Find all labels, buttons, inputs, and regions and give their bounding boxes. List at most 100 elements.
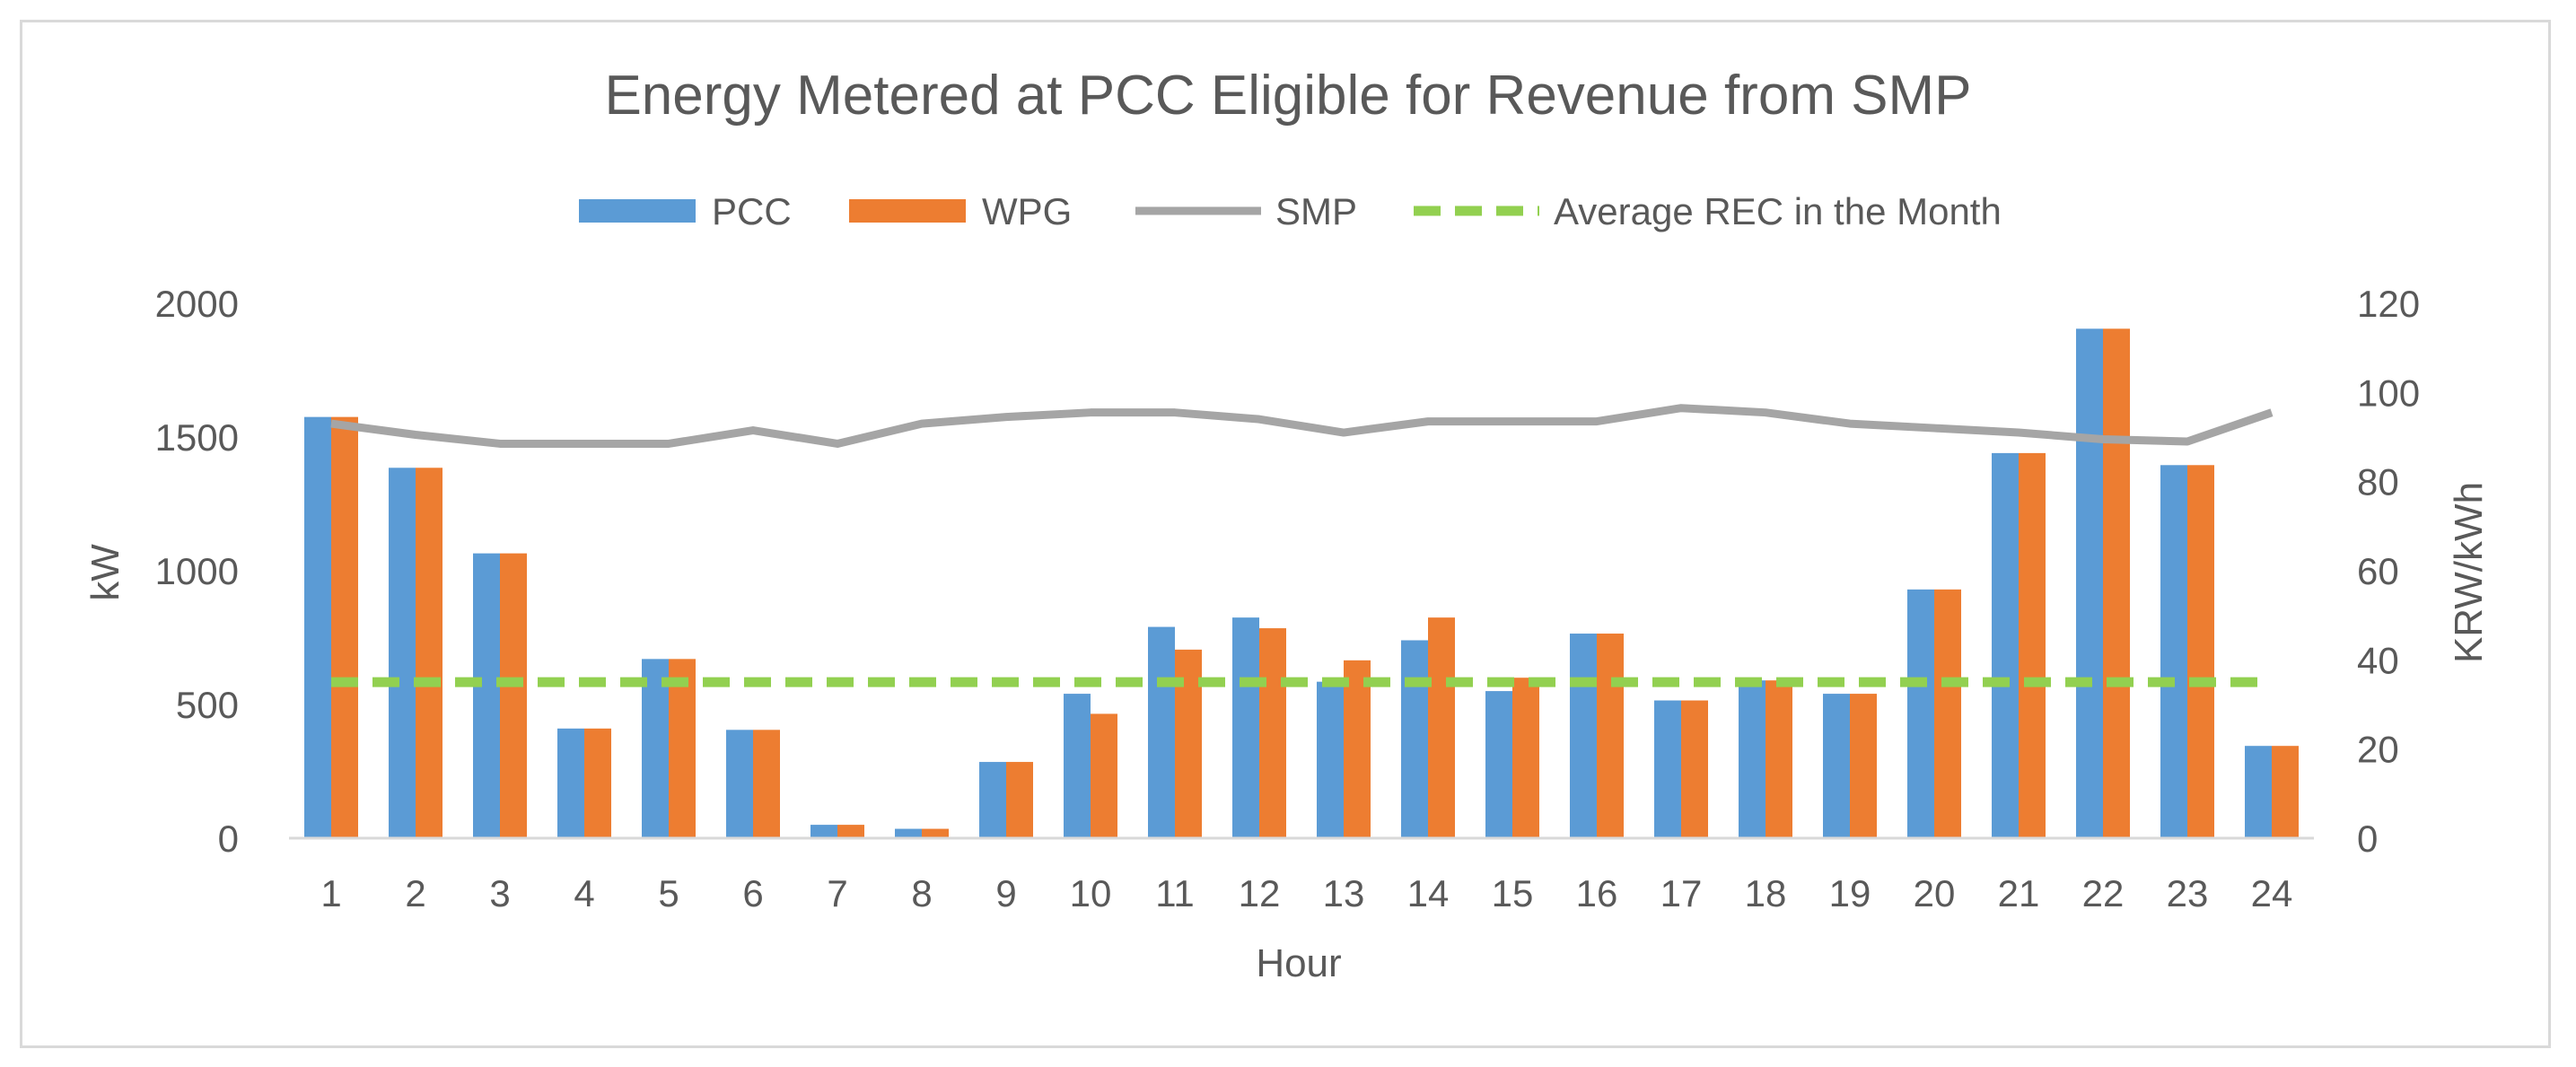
bar-pcc [1907, 589, 1934, 838]
legend-label-wpg: WPG [982, 190, 1072, 232]
x-tick-label: 8 [911, 872, 932, 914]
bar-wpg [416, 468, 442, 838]
bar-pcc [2160, 465, 2187, 838]
bar-wpg [1850, 694, 1877, 838]
line-smp [330, 404, 2274, 448]
bar-wpg [1766, 680, 1792, 838]
bar-pcc [2076, 328, 2103, 838]
x-tick-label: 24 [2251, 872, 2293, 914]
bar-pcc [726, 730, 753, 838]
y-tick-label-right: 80 [2357, 461, 2399, 503]
bar-wpg [1512, 678, 1539, 838]
bar-wpg [1934, 589, 1961, 838]
bar-wpg [1681, 700, 1708, 838]
legend-label-pcc: PCC [712, 190, 792, 232]
legend-label-smp: SMP [1275, 190, 1357, 232]
x-tick-label: 2 [405, 872, 425, 914]
bar-pcc [979, 762, 1006, 838]
x-tick-label: 17 [1660, 872, 1703, 914]
bar-wpg [584, 728, 611, 838]
bar-wpg [1597, 634, 1624, 838]
x-tick-label: 15 [1492, 872, 1534, 914]
y-tick-label-left: 500 [176, 684, 239, 726]
bar-pcc [1232, 617, 1259, 838]
bar-pcc [1485, 691, 1512, 838]
bar-pcc [810, 825, 837, 838]
bar-pcc [2245, 746, 2272, 838]
bar-wpg [1259, 628, 1286, 838]
bar-wpg [331, 416, 358, 838]
y-tick-label-right: 0 [2357, 818, 2378, 860]
bar-pcc [1823, 694, 1850, 838]
legend-swatch-pcc [579, 199, 696, 223]
y-tick-label-left: 1000 [155, 550, 239, 592]
bar-pcc [1317, 681, 1344, 838]
bar-wpg [2272, 746, 2299, 838]
bars [304, 328, 2299, 838]
y-tick-label-right: 100 [2357, 372, 2420, 414]
y-tick-label-right: 120 [2357, 283, 2420, 325]
y-axis-title-right: KRW/kWh [2447, 482, 2491, 663]
x-axis-title: Hour [1256, 941, 1341, 985]
bar-wpg [1344, 660, 1371, 838]
y-tick-label-left: 0 [218, 818, 239, 860]
x-tick-label: 1 [320, 872, 341, 914]
x-tick-label: 3 [489, 872, 510, 914]
y-axis-left: 0 500 1000 1500 2000 [155, 283, 239, 860]
bar-wpg [2103, 328, 2130, 838]
x-tick-label: 6 [742, 872, 763, 914]
bar-wpg [1006, 762, 1033, 838]
bar-pcc [1739, 680, 1766, 838]
y-tick-label-right: 20 [2357, 729, 2399, 771]
bar-wpg [922, 828, 949, 838]
y-tick-label-left: 2000 [155, 283, 239, 325]
bar-pcc [304, 416, 331, 838]
y-tick-label-right: 40 [2357, 639, 2399, 681]
bar-pcc [557, 728, 584, 838]
x-tick-label: 7 [827, 872, 847, 914]
x-tick-label: 16 [1576, 872, 1618, 914]
x-tick-label: 4 [574, 872, 594, 914]
chart-title: Energy Metered at PCC Eligible for Reven… [604, 65, 1971, 127]
y-tick-label-right: 60 [2357, 550, 2399, 592]
x-axis: 1 2 3 4 5 6 7 8 9 10 11 12 13 14 15 16 17 18 19 20 21 22 23 24 [289, 836, 2314, 914]
bar-pcc [1570, 634, 1597, 838]
bar-pcc [389, 468, 416, 838]
x-tick-label: 13 [1323, 872, 1365, 914]
x-tick-label: 22 [2082, 872, 2125, 914]
y-axis-right: 0 20 40 60 80 100 120 [2357, 283, 2420, 860]
bar-wpg [2187, 465, 2214, 838]
bar-wpg [1091, 713, 1117, 838]
bar-wpg [1428, 617, 1455, 838]
legend-swatch-wpg [849, 199, 966, 223]
bar-pcc [895, 828, 922, 838]
x-tick-label: 18 [1745, 872, 1787, 914]
legend-label-average-rec: Average REC in the Month [1554, 190, 2002, 232]
x-tick-label: 12 [1239, 872, 1281, 914]
x-tick-label: 21 [1998, 872, 2040, 914]
x-tick-label: 20 [1914, 872, 1956, 914]
bar-pcc [473, 553, 500, 838]
y-tick-label-left: 1500 [155, 416, 239, 459]
bar-pcc [1992, 452, 2019, 838]
lines [330, 404, 2274, 687]
legend: PCC WPG SMP Average REC in the Month [579, 190, 2002, 232]
x-tick-label: 19 [1829, 872, 1871, 914]
x-tick-label: 9 [995, 872, 1016, 914]
y-axis-title-left: kW [83, 544, 127, 601]
bar-wpg [500, 553, 527, 838]
bar-pcc [1148, 626, 1175, 838]
bar-pcc [642, 659, 669, 838]
x-tick-label: 14 [1407, 872, 1450, 914]
bar-pcc [1401, 640, 1428, 838]
x-tick-label: 10 [1070, 872, 1112, 914]
x-tick-label: 11 [1155, 872, 1195, 914]
x-tick-label: 5 [658, 872, 679, 914]
bar-pcc [1064, 694, 1091, 838]
bar-wpg [2019, 452, 2046, 838]
x-tick-label: 23 [2167, 872, 2209, 914]
bar-wpg [753, 730, 780, 838]
bar-pcc [1654, 700, 1681, 838]
bar-wpg [669, 659, 696, 838]
